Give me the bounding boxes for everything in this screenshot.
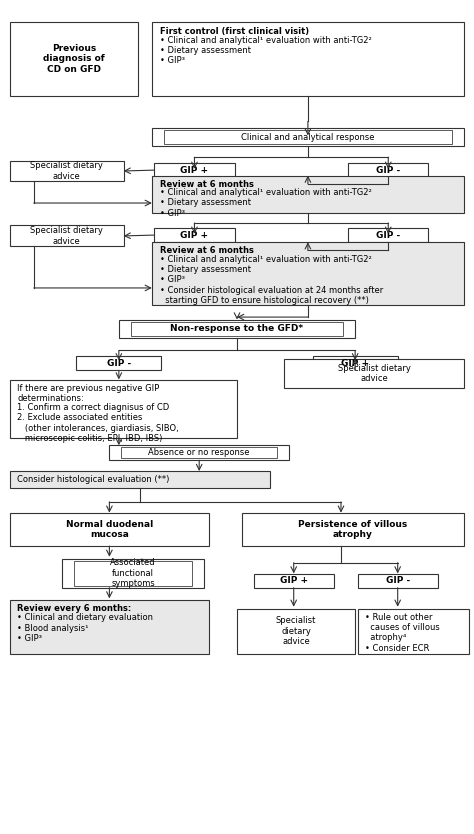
Bar [348, 163, 428, 177]
Bar [10, 379, 237, 438]
Text: Specialist dietary
advice: Specialist dietary advice [337, 364, 410, 383]
Text: Review every 6 months:: Review every 6 months: [17, 605, 131, 613]
Text: Specialist dietary
advice: Specialist dietary advice [30, 226, 103, 245]
Bar [74, 560, 192, 585]
Bar [152, 242, 464, 304]
Bar [237, 609, 355, 655]
Text: Review at 6 months: Review at 6 months [160, 246, 255, 255]
Text: Specialist
dietary
advice: Specialist dietary advice [276, 616, 316, 646]
Text: Associated
functional
symptoms: Associated functional symptoms [110, 558, 156, 588]
Bar [254, 574, 334, 588]
Text: GIP -: GIP - [376, 230, 401, 239]
Bar [10, 225, 124, 246]
Text: Clinical and analytical response: Clinical and analytical response [241, 133, 374, 142]
Text: 1. Confirm a correct diagnisus of CD
2. Exclude associated entities
   (other in: 1. Confirm a correct diagnisus of CD 2. … [17, 403, 179, 443]
Text: Persistence of villous
atrophy: Persistence of villous atrophy [298, 520, 408, 539]
Text: GIP +: GIP + [280, 576, 308, 585]
Text: • Clinical and analytical¹ evaluation with anti-TG2²
• Dietary assessment
• GIP³: • Clinical and analytical¹ evaluation wi… [160, 36, 372, 65]
Bar [155, 228, 235, 242]
Text: Normal duodenal
mucosa: Normal duodenal mucosa [66, 520, 153, 539]
Text: GIP -: GIP - [385, 576, 410, 585]
Bar [152, 128, 464, 147]
Text: First control (first clinical visit): First control (first clinical visit) [160, 27, 310, 36]
Text: • Clinical and analytical¹ evaluation with anti-TG2²
• Dietary assessment
• GIP³: • Clinical and analytical¹ evaluation wi… [160, 188, 372, 218]
Text: GIP +: GIP + [181, 166, 209, 174]
Text: Absence or no response: Absence or no response [148, 449, 250, 457]
Text: GIP -: GIP - [107, 359, 131, 368]
Bar [121, 447, 277, 458]
Text: Consider histological evaluation (**): Consider histological evaluation (**) [17, 475, 170, 484]
Bar [131, 322, 343, 336]
Text: If there are previous negative GIP
determinations:: If there are previous negative GIP deter… [17, 384, 159, 403]
Text: • Clinical and dietary evaluation
• Blood analysis¹
• GIP³: • Clinical and dietary evaluation • Bloo… [17, 614, 153, 643]
Bar [76, 356, 161, 370]
Bar [10, 600, 209, 655]
Text: Non-response to the GFD*: Non-response to the GFD* [171, 324, 303, 334]
Bar [152, 22, 464, 97]
Bar [348, 228, 428, 242]
Bar [357, 574, 438, 588]
Text: GIP +: GIP + [181, 230, 209, 239]
Bar [119, 319, 355, 338]
Bar [284, 359, 464, 388]
Bar [242, 513, 464, 546]
Bar [152, 175, 464, 213]
Text: Previous
diagnosis of
CD on GFD: Previous diagnosis of CD on GFD [43, 44, 105, 74]
Bar [164, 130, 452, 144]
Text: • Clinical and analytical¹ evaluation with anti-TG2²
• Dietary assessment
• GIP³: • Clinical and analytical¹ evaluation wi… [160, 254, 383, 305]
Bar [10, 513, 209, 546]
Text: GIP +: GIP + [341, 359, 369, 368]
Text: Review at 6 months: Review at 6 months [160, 179, 255, 188]
Text: • Rule out other
  causes of villous
  atrophy⁴
• Consider ECR: • Rule out other causes of villous atrop… [365, 613, 439, 653]
Text: Specialist dietary
advice: Specialist dietary advice [30, 161, 103, 181]
Text: GIP -: GIP - [376, 166, 401, 174]
Bar [10, 161, 124, 181]
Bar [62, 559, 204, 588]
Bar [155, 163, 235, 177]
Bar [357, 609, 469, 655]
Bar [10, 471, 270, 488]
Bar [313, 356, 398, 370]
Bar [10, 22, 138, 97]
Bar [109, 445, 289, 460]
